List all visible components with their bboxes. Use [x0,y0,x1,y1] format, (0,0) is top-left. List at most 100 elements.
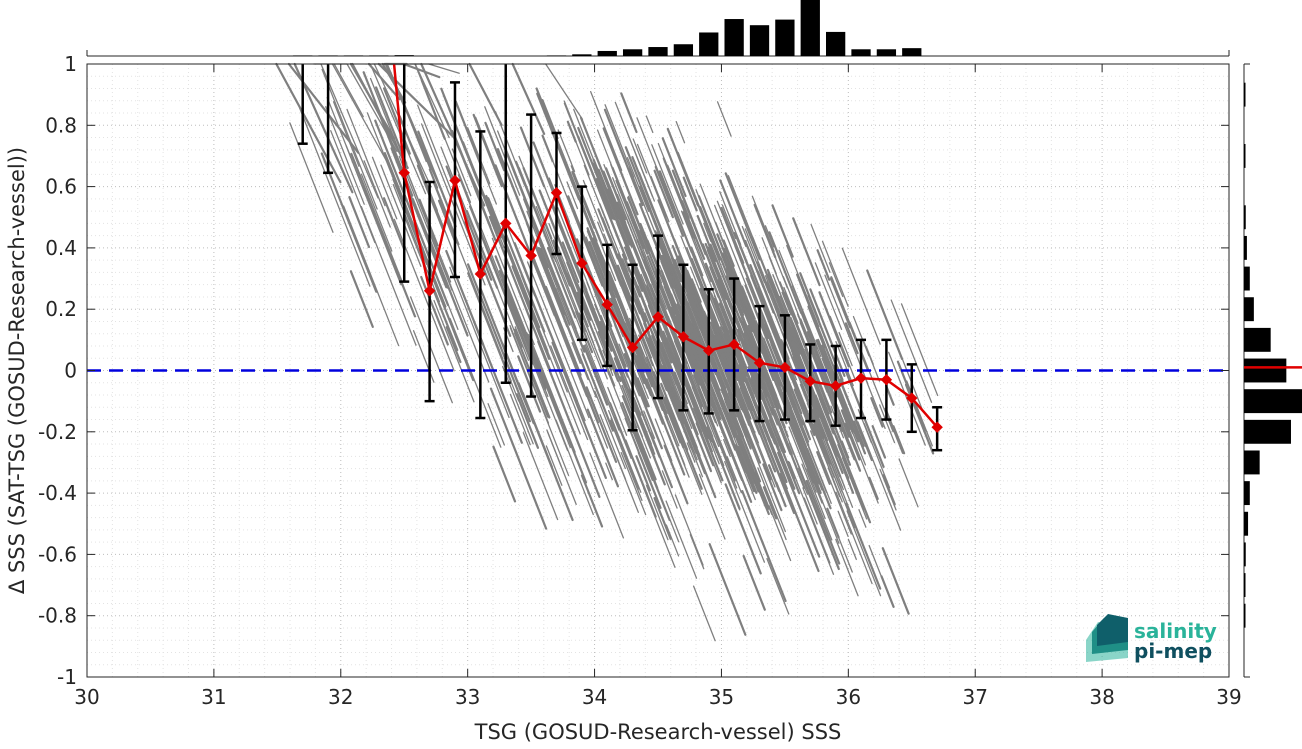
scatter-streak [865,345,874,365]
scatter-streak [383,152,447,308]
x-tick-label: 32 [328,685,353,709]
scatter-streak [782,391,823,491]
scatter-streak [812,355,828,393]
right-histogram-bar [1244,327,1271,352]
scatter-streak [737,277,755,319]
scatter-streak [823,346,836,376]
scatter-streak [614,323,632,364]
scatter-streak [380,164,422,267]
scatter-streak [550,306,589,398]
scatter-streak [664,396,703,490]
y-tick-label: -0.4 [38,481,77,505]
scatter-streak [727,175,760,253]
scatter-streak [702,355,719,393]
scatter-streak [320,152,378,293]
scatter-streak [757,270,801,379]
scatter-streak [509,324,550,424]
scatter-streak [653,497,672,540]
scatter-streak [346,63,398,153]
scatter-streak [573,108,600,174]
scatter-streak [774,408,793,455]
scatter-streak [571,170,596,229]
scatter-streak [594,390,626,470]
scatter-streak [871,425,887,459]
binned-mean-point [677,331,690,343]
scatter-streak [762,486,778,520]
scatter-streak [451,129,485,211]
scatter-streak [793,388,809,423]
scatter-streak [420,123,486,286]
right-histogram [1243,63,1302,678]
right-histogram-bar [1244,450,1260,475]
scatter-streak [609,419,643,502]
scatter-streak [625,201,649,255]
scatter-streak [620,280,631,301]
scatter-streak [484,121,506,172]
scatter-streak [741,489,787,603]
scatter-streak [841,457,868,520]
scatter-streak [802,487,818,525]
scatter-streak [369,63,427,195]
scatter-streak [770,325,816,437]
scatter-streak [557,129,576,173]
scatter-streak [528,333,576,453]
scatter-streak [417,130,457,228]
scatter-streak [546,431,562,468]
scatter-streak [718,374,750,453]
scatter-streak [750,379,778,446]
scatter-streak [737,435,770,516]
scatter-streak [494,111,526,186]
scatter-streak [643,302,676,382]
scatter-streak [744,284,791,398]
scatter-streak [333,63,364,118]
scatter-streak [684,356,722,450]
scatter-streak [671,386,701,457]
scatter-streak [437,199,457,244]
scatter-streak [504,292,569,452]
scatter-streak [692,585,716,642]
right-histogram-bar [1244,573,1246,598]
scatter-streak [522,432,559,521]
scatter-streak [586,281,624,375]
scatter-streak [661,137,687,198]
scatter-streak [782,276,806,332]
scatter-streak [724,460,766,563]
scatter-streak [747,375,760,402]
scatter-streak [676,379,699,435]
scatter-streak [582,179,605,232]
scatter-streak [835,491,873,585]
scatter-streak [774,280,797,336]
scatter-streak [680,338,701,386]
scatter-streak [693,328,703,349]
scatter-streak [551,206,606,341]
scatter-streak [719,322,760,423]
scatter-streak [350,152,403,282]
binned-mean-point [703,344,715,357]
scatter-streak [637,451,662,509]
scatter-streak [719,179,748,248]
scatter-streak [836,450,850,480]
binned-mean-point [626,341,639,354]
top-histogram-bar [673,44,694,56]
binned-mean-point [931,421,943,433]
scatter-streak [501,224,546,333]
top-histogram-bar [622,49,643,56]
scatter-streak [779,295,809,367]
scatter-streak [618,343,641,397]
scatter-streak [682,176,698,212]
scatter-streak [607,386,628,436]
scatter-streak [636,143,667,218]
scatter-streak [707,308,723,344]
scatter-streak [791,420,817,482]
right-histogram-bar [1244,358,1287,383]
scatter-streak [737,406,762,464]
scatter-streak [757,467,787,541]
scatter-streak [382,87,411,155]
scatter-streak [788,461,835,575]
scatter-streak [766,268,797,342]
scatter-streak [807,305,826,349]
scatter-streak [632,396,642,417]
scatter-streak [647,337,660,365]
scatter-streak [798,467,840,571]
binned-mean-point [474,268,487,280]
